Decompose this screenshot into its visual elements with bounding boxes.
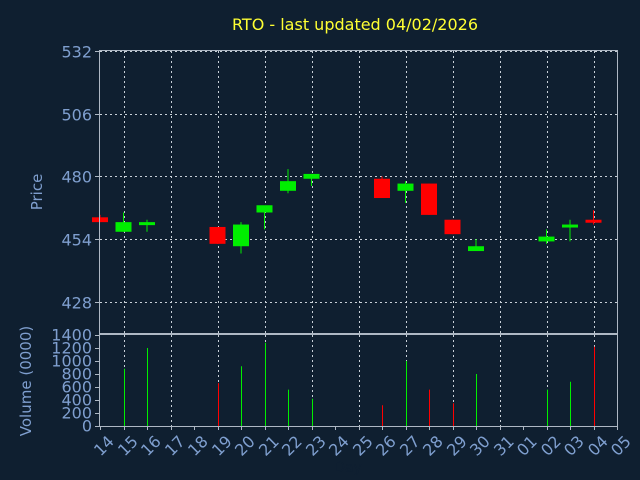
price-panel: 532 506 480 454 428 Price (28, 43, 618, 334)
volume-axis-label: Volume (0000) (17, 326, 35, 436)
candle-16 (139, 219, 155, 232)
x-ticks: 1415161718192021222324252627282930310102… (90, 426, 635, 460)
candle-body (538, 236, 555, 242)
price-plot-frame (99, 50, 618, 334)
candle-body (397, 183, 414, 191)
candle-03 (562, 219, 578, 242)
candle-29 (444, 219, 461, 235)
candle-body (139, 222, 155, 226)
price-tick-label: 480 (61, 168, 92, 187)
candle-22 (280, 169, 296, 194)
candle-04 (585, 210, 602, 225)
candle-body (233, 224, 249, 247)
price-axis-label: Price (28, 174, 46, 211)
candle-body (256, 205, 273, 213)
volume-tick-label: 0 (82, 417, 92, 436)
candle-body (562, 224, 578, 228)
candle-body (374, 178, 390, 199)
candle-body (303, 173, 320, 179)
candle-body (209, 226, 226, 244)
price-y-ticks: 532 506 480 454 428 (61, 43, 100, 313)
candle-26 (374, 176, 390, 199)
candle-body (421, 183, 437, 215)
candle-body (280, 181, 296, 191)
candle-28 (421, 183, 437, 215)
candle-27 (397, 181, 414, 203)
price-tick-label: 532 (61, 43, 92, 62)
chart-title: RTO - last updated 04/02/2026 (232, 15, 478, 34)
price-tick-label: 428 (61, 294, 92, 313)
candle-body (115, 222, 132, 232)
candle-20 (233, 222, 249, 254)
candle-body (585, 219, 602, 223)
volume-tick-label: 1000 (51, 352, 92, 371)
volume-tick-label: 600 (61, 378, 92, 397)
candle-15 (115, 212, 132, 232)
x-tick-label: 05 (607, 432, 635, 460)
candle-21 (256, 205, 273, 230)
volume-plot-frame (99, 334, 618, 427)
volume-tick-label: 200 (61, 404, 92, 423)
volume-tick-label: 800 (61, 365, 92, 384)
volume-bars (124, 342, 595, 426)
candle-body (444, 219, 461, 235)
candle-02 (538, 229, 555, 244)
volume-tick-label: 1200 (51, 339, 92, 358)
volume-grid (124, 335, 595, 426)
price-tick-label: 454 (61, 231, 92, 250)
candle-19 (209, 226, 226, 244)
candle-23 (303, 173, 320, 186)
price-grid (100, 51, 617, 333)
candle-body (468, 246, 484, 252)
x-axis-label: Day (334, 460, 362, 476)
candle-30 (468, 239, 484, 252)
price-tick-label: 506 (61, 106, 92, 125)
volume-tick-label: 400 (61, 391, 92, 410)
candlesticks (92, 169, 602, 254)
volume-tick-label: 1400 (51, 326, 92, 345)
